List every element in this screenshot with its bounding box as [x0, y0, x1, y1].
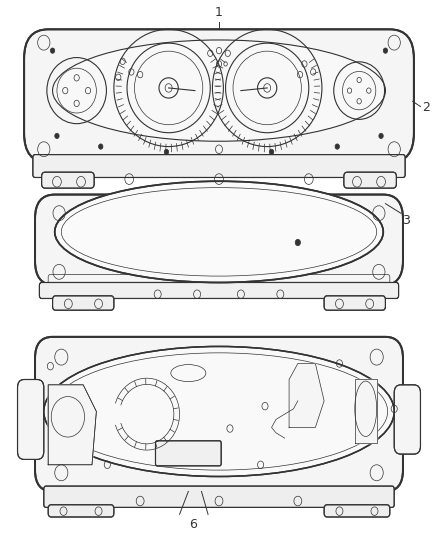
- FancyBboxPatch shape: [35, 195, 403, 285]
- FancyBboxPatch shape: [324, 505, 390, 517]
- Bar: [151, 368, 159, 372]
- FancyBboxPatch shape: [39, 282, 399, 298]
- Text: 3: 3: [402, 214, 410, 227]
- FancyBboxPatch shape: [48, 505, 114, 517]
- Polygon shape: [48, 385, 96, 465]
- Text: 6: 6: [189, 518, 197, 531]
- Circle shape: [99, 144, 103, 149]
- FancyBboxPatch shape: [24, 29, 414, 163]
- Text: 1: 1: [215, 6, 223, 19]
- FancyBboxPatch shape: [324, 296, 385, 310]
- FancyBboxPatch shape: [344, 172, 396, 188]
- FancyBboxPatch shape: [53, 296, 114, 310]
- Bar: [152, 292, 163, 297]
- Bar: [138, 368, 146, 372]
- FancyBboxPatch shape: [155, 441, 221, 466]
- Polygon shape: [289, 364, 324, 427]
- Circle shape: [50, 48, 55, 53]
- Bar: [275, 292, 286, 297]
- Circle shape: [164, 149, 169, 155]
- Polygon shape: [355, 379, 377, 443]
- Bar: [123, 73, 131, 80]
- Bar: [214, 292, 224, 297]
- Ellipse shape: [55, 181, 383, 282]
- Circle shape: [269, 149, 274, 155]
- Circle shape: [379, 133, 383, 139]
- FancyBboxPatch shape: [35, 337, 403, 491]
- Text: 2: 2: [422, 101, 430, 114]
- FancyBboxPatch shape: [42, 172, 94, 188]
- Bar: [116, 61, 125, 69]
- Bar: [195, 377, 206, 390]
- Ellipse shape: [44, 346, 394, 477]
- FancyBboxPatch shape: [394, 385, 420, 454]
- FancyBboxPatch shape: [44, 486, 394, 507]
- Circle shape: [55, 133, 59, 139]
- Circle shape: [335, 144, 339, 149]
- FancyBboxPatch shape: [33, 155, 405, 177]
- FancyBboxPatch shape: [18, 379, 44, 459]
- Bar: [311, 75, 319, 82]
- Ellipse shape: [53, 40, 385, 141]
- Circle shape: [295, 239, 300, 246]
- Circle shape: [383, 48, 388, 53]
